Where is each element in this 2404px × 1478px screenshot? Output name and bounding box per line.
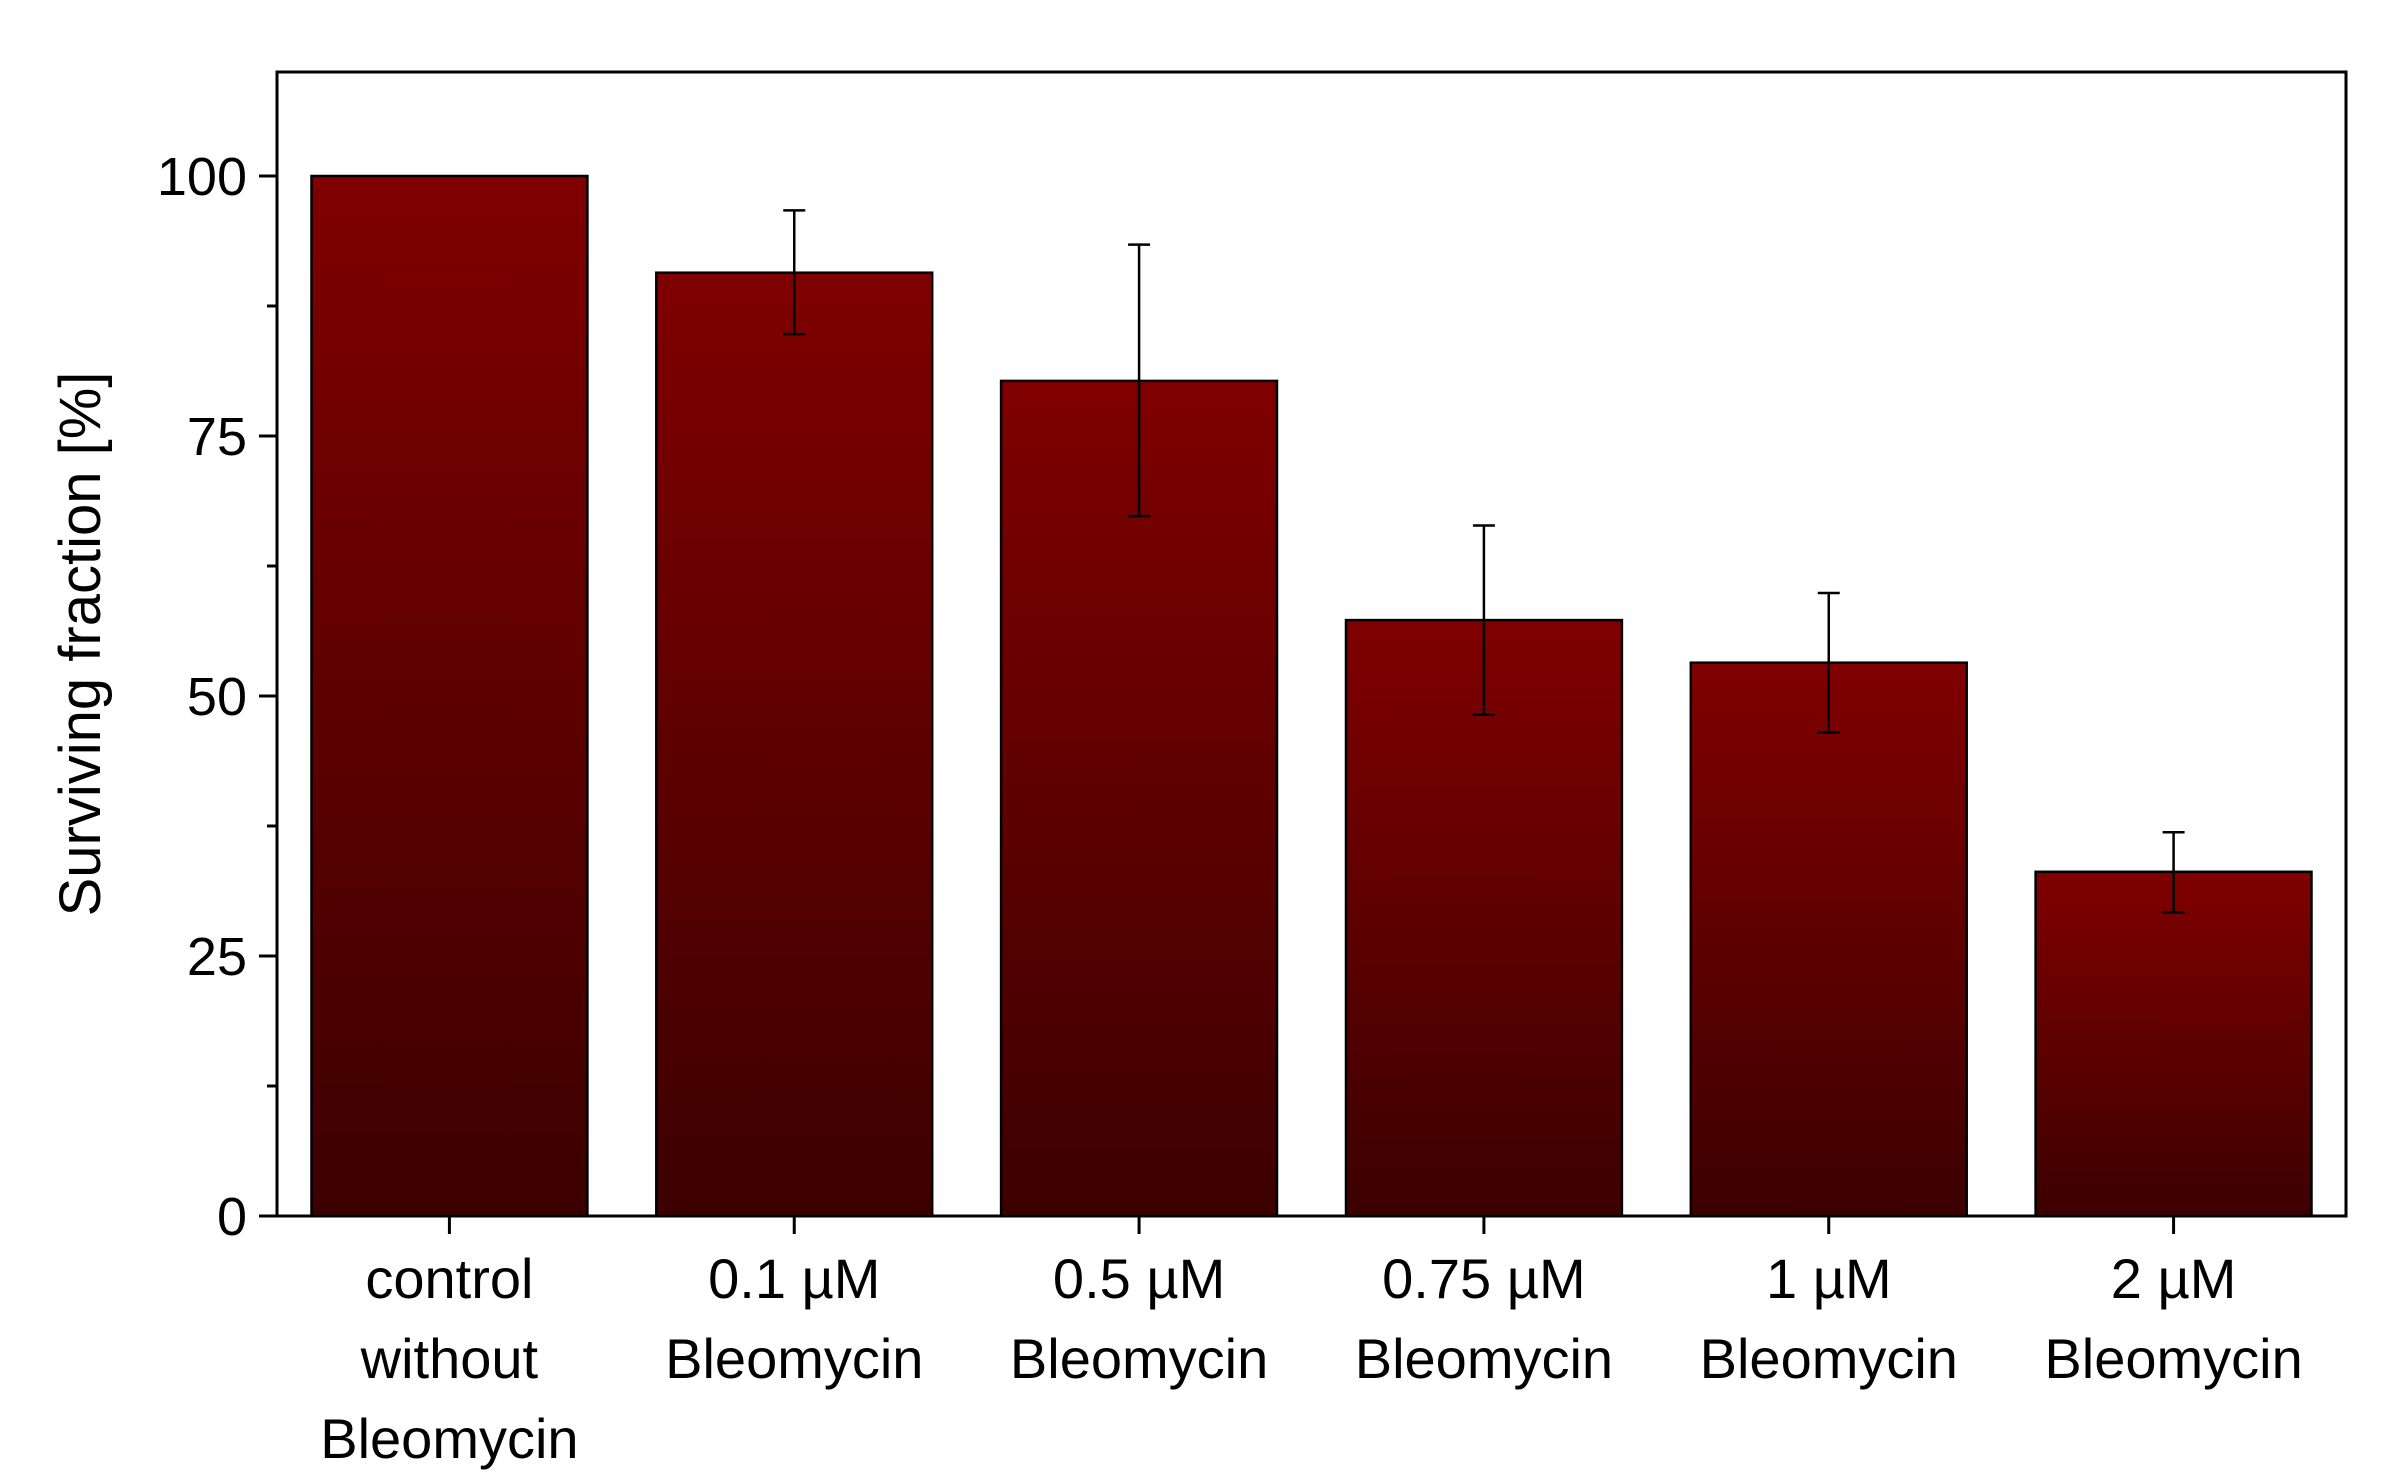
x-tick-label-2: 0.5 µM Bleomycin [1010, 1247, 1268, 1390]
x-tick-label-2-line-1: Bleomycin [1010, 1327, 1268, 1390]
bar-0 [310, 174, 589, 1218]
error-bar-2 [1128, 243, 1151, 518]
error-bar-5 [2162, 830, 2185, 914]
y-tick-label-2: 50 [187, 667, 247, 727]
x-tick-label-1: 0.1 µM Bleomycin [665, 1247, 923, 1390]
y-tick-label-0: 0 [217, 1187, 247, 1247]
x-tick-label-1-line-1: Bleomycin [665, 1327, 923, 1390]
y-tick-label-4: 100 [157, 147, 247, 207]
y-tick-label-1: 25 [187, 927, 247, 987]
error-bars-group [783, 209, 2185, 914]
y-axis: 0 25 50 75 100 [157, 147, 277, 1247]
bar-4 [1689, 661, 1968, 1218]
x-tick-label-0-line-2: Bleomycin [320, 1407, 578, 1470]
y-tick-label-3: 75 [187, 407, 247, 467]
bar-1 [655, 271, 934, 1218]
x-tick-label-3: 0.75 µM Bleomycin [1355, 1247, 1613, 1390]
x-tick-label-3-line-1: Bleomycin [1355, 1327, 1613, 1390]
error-bar-4 [1817, 591, 1840, 734]
x-tick-label-5-line-0: 2 µM [2111, 1247, 2237, 1310]
x-tick-label-2-line-0: 0.5 µM [1053, 1247, 1225, 1310]
bars-group [310, 174, 2313, 1218]
x-tick-label-4-line-1: Bleomycin [1700, 1327, 1958, 1390]
x-tick-label-0: control without Bleomycin [320, 1247, 578, 1470]
x-tick-label-4-line-0: 1 µM [1766, 1247, 1892, 1310]
x-tick-label-5: 2 µM Bleomycin [2044, 1247, 2302, 1390]
plot-frame [275, 70, 2348, 1218]
x-tick-label-5-line-1: Bleomycin [2044, 1327, 2302, 1390]
bar-5 [2034, 870, 2313, 1218]
y-axis-title: Surviving fraction [%] [48, 372, 113, 917]
x-tick-label-0-line-0: control [365, 1247, 533, 1310]
x-tick-label-3-line-0: 0.75 µM [1382, 1247, 1585, 1310]
error-bar-1 [783, 209, 806, 336]
x-tick-label-1-line-0: 0.1 µM [708, 1247, 880, 1310]
error-bar-3 [1472, 524, 1495, 716]
x-tick-label-4: 1 µM Bleomycin [1700, 1247, 1958, 1390]
x-tick-label-0-line-1: without [360, 1327, 539, 1390]
bar-3 [1344, 618, 1624, 1218]
